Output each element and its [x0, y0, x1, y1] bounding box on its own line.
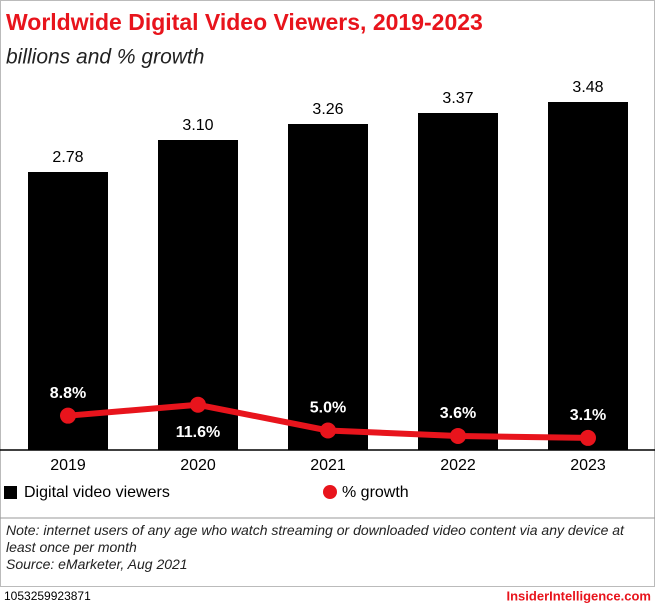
growth-label: 5.0% [310, 400, 346, 417]
brand: InsiderIntelligence.com [507, 588, 652, 603]
x-tick-label: 2022 [440, 457, 476, 474]
growth-point [450, 427, 466, 444]
legend-label: Digital video viewers [24, 484, 170, 501]
bar [418, 113, 498, 450]
chart-title: Worldwide Digital Video Viewers, 2019-20… [6, 9, 483, 35]
bar-value-label: 3.37 [442, 90, 473, 107]
source: Source: eMarketer, Aug 2021 [6, 556, 188, 572]
bar [288, 124, 368, 450]
x-tick-label: 2023 [570, 457, 606, 474]
growth-point [320, 422, 336, 439]
x-tick-label: 2020 [180, 457, 216, 474]
bar [28, 172, 108, 450]
chart-subtitle: billions and % growth [6, 46, 204, 69]
bar-value-label: 3.26 [312, 101, 343, 118]
x-tick-label: 2019 [50, 457, 86, 474]
growth-point [60, 407, 76, 424]
chart-id: 1053259923871 [4, 589, 91, 603]
bar-value-label: 2.78 [52, 149, 83, 166]
bar-value-label: 3.10 [182, 117, 213, 134]
growth-point [580, 429, 596, 446]
growth-label: 3.1% [570, 407, 606, 424]
legend-swatch [323, 485, 337, 499]
legend-label: % growth [342, 484, 409, 501]
x-tick-label: 2021 [310, 457, 346, 474]
growth-label: 11.6% [176, 424, 220, 441]
bar [548, 102, 628, 450]
growth-label: 3.6% [440, 405, 476, 422]
note: Note: internet users of any age who watc… [6, 522, 624, 555]
legend-swatch [4, 486, 17, 499]
bar-value-label: 3.48 [572, 79, 603, 96]
growth-label: 8.8% [50, 385, 86, 402]
note-box: Note: internet users of any age who watc… [6, 522, 624, 572]
growth-point [190, 396, 206, 413]
